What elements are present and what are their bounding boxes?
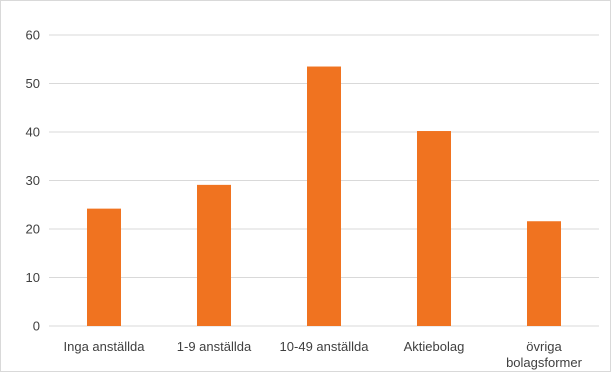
x-axis-tick-labels: Inga anställda 1-9 anställda 10-49 anställ… xyxy=(64,339,583,370)
y-tick-label: 40 xyxy=(26,125,40,140)
x-tick-label-line: Inga anställda xyxy=(64,339,146,354)
bar xyxy=(87,208,121,326)
y-tick-label: 20 xyxy=(26,222,40,237)
y-tick-label: 60 xyxy=(26,28,40,43)
bar xyxy=(417,131,451,326)
x-tick-label: 10-49 anställda xyxy=(280,339,370,354)
x-tick-label-line: 1-9 anställda xyxy=(177,339,252,354)
x-tick-label: Inga anställda xyxy=(64,339,146,354)
y-axis-tick-labels: 0 10 20 30 40 50 60 xyxy=(26,28,40,334)
x-tick-label-line: övriga xyxy=(526,339,562,354)
x-tick-label-line: 10-49 anställda xyxy=(280,339,370,354)
y-tick-label: 0 xyxy=(33,319,40,334)
x-tick-label-line: bolagsformer xyxy=(506,355,583,370)
x-tick-label-line: Aktiebolag xyxy=(404,339,465,354)
bar xyxy=(307,66,341,327)
bar xyxy=(197,184,231,326)
x-tick-label: 1-9 anställda xyxy=(177,339,252,354)
x-tick-label: Aktiebolag xyxy=(404,339,465,354)
y-tick-label: 50 xyxy=(26,76,40,91)
bars xyxy=(87,66,561,327)
y-tick-label: 10 xyxy=(26,270,40,285)
bar xyxy=(527,221,561,326)
y-tick-label: 30 xyxy=(26,173,40,188)
x-tick-label: övriga bolagsformer xyxy=(506,339,583,370)
